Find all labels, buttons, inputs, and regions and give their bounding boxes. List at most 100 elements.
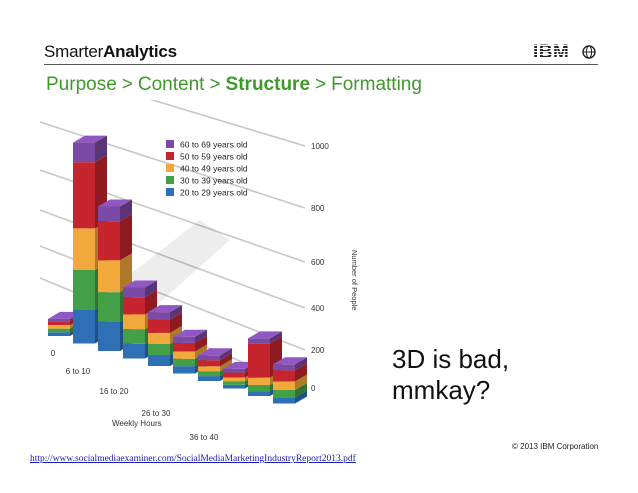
bar-segment [73,270,95,310]
breadcrumb-item-content: Content [137,74,205,95]
bar-segment [248,338,270,344]
bar-segment-side [220,348,232,361]
bar-segment [248,391,270,396]
breadcrumb-separator: > [315,74,327,95]
bar-segment [123,343,145,359]
x-tick-label: 36 to 40 [190,433,219,442]
bar-segment [173,336,195,343]
bar-40+ [273,357,307,404]
bar-segment-side [295,383,307,398]
breadcrumb-item-purpose: Purpose [46,74,117,95]
bar-top [148,305,182,313]
bar-segment [173,358,195,367]
bar-21-to-25 [173,329,207,374]
bar-segment [223,384,245,389]
ibm-logo: IBM [533,42,596,62]
globe-icon [582,45,596,59]
legend-swatch [166,188,174,196]
x-tick-label: 26 to 30 [142,409,171,418]
bar-segment-side [145,280,157,298]
bar-segment-side [220,359,232,372]
bar-segment [48,328,70,333]
bar-top [198,348,232,356]
bar-segment-side [170,312,182,333]
breadcrumb-separator: > [121,74,133,95]
legend-swatch [166,164,174,172]
breadcrumb-separator: > [209,74,221,95]
brand-regular: Smarter [44,42,104,61]
x-tick-label: 6 to 10 [66,367,91,376]
bar-segment [248,343,270,378]
bar-top [123,280,157,288]
y-tick-label: 600 [311,258,325,267]
bar-segment-side [270,331,282,344]
bar-segment-side [295,357,307,371]
bar-segment [73,309,95,344]
bar-segment [48,324,70,329]
legend-swatch [166,152,174,160]
copyright-notice: © 2013 IBM Corporation [512,442,599,451]
bar-segment [273,381,295,391]
bar-segment-side [95,135,107,163]
bar-segment [223,368,245,373]
legend-label: 20 to 29 years old [180,188,248,198]
bar-segment [48,321,70,325]
breadcrumb: Purpose > Content > Structure > Formatting [46,74,422,96]
bar-segment [73,228,95,270]
axis-labels: 0 200 400 600 800 1000 Number of People 0 6 to 1… [51,142,359,442]
stacked-3d-bar-chart: 60 to 69 years old 50 to 59 years old 40 t… [39,100,359,442]
bar-segment [98,260,120,293]
bar-segment [273,390,295,398]
bar-top [173,329,207,337]
bar-top [73,135,107,143]
source-link[interactable]: http://www.socialmediaexaminer.com/Socia… [30,454,356,464]
y-tick-label: 200 [311,346,325,355]
statement-line-2: mmkay? [392,375,491,405]
bar-segment-side [295,363,307,382]
gridline [149,100,306,147]
bar-segment [123,314,145,330]
bar-segment [198,376,220,381]
bar-segment [273,364,295,371]
brand-wordmark: SmarterAnalytics [44,42,177,62]
legend-label: 60 to 69 years old [180,140,248,150]
bar-segment [148,319,170,333]
x-tick-label: 0 [51,349,56,358]
bar-segment-side [220,353,232,367]
breadcrumb-item-formatting: Formatting [331,74,422,95]
bars-layer [48,135,307,404]
bar-segment-side [195,344,207,359]
bar-segment [73,142,95,163]
bar-segment-side [145,290,157,315]
bar-segment [98,221,120,261]
bar-top [98,199,132,207]
bar-segment [223,377,245,382]
brand-bold: Analytics [103,42,177,61]
bar-segment-side [295,390,307,404]
bar-segment [248,377,270,385]
y-tick-label: 0 [311,384,316,393]
bar-segment [98,206,120,222]
legend: 60 to 69 years old 50 to 59 years old 40 t… [166,140,248,198]
y-axis-label: Number of People [350,250,359,310]
ibm-logo-text: IBM [533,42,569,62]
legend-label: 40 to 49 years old [180,164,248,174]
bar-segment [173,351,195,359]
legend-label: 50 to 59 years old [180,152,248,162]
bar-segment [273,370,295,382]
bar-segment [123,287,145,298]
bar-segment [48,318,70,322]
bar-segment [198,366,220,372]
legend-label: 30 to 39 years old [180,176,248,186]
bar-segment [173,366,195,374]
header-rule [44,64,598,65]
y-tick-label: 1000 [311,142,329,151]
bar-segment [223,381,245,385]
bar-segment [198,355,220,361]
bar-segment [123,297,145,315]
bar-top [273,357,307,365]
statement-line-1: 3D is bad, [392,344,510,374]
bar-segment [98,321,120,351]
bar-segment [173,342,195,352]
bar-segment [198,371,220,377]
